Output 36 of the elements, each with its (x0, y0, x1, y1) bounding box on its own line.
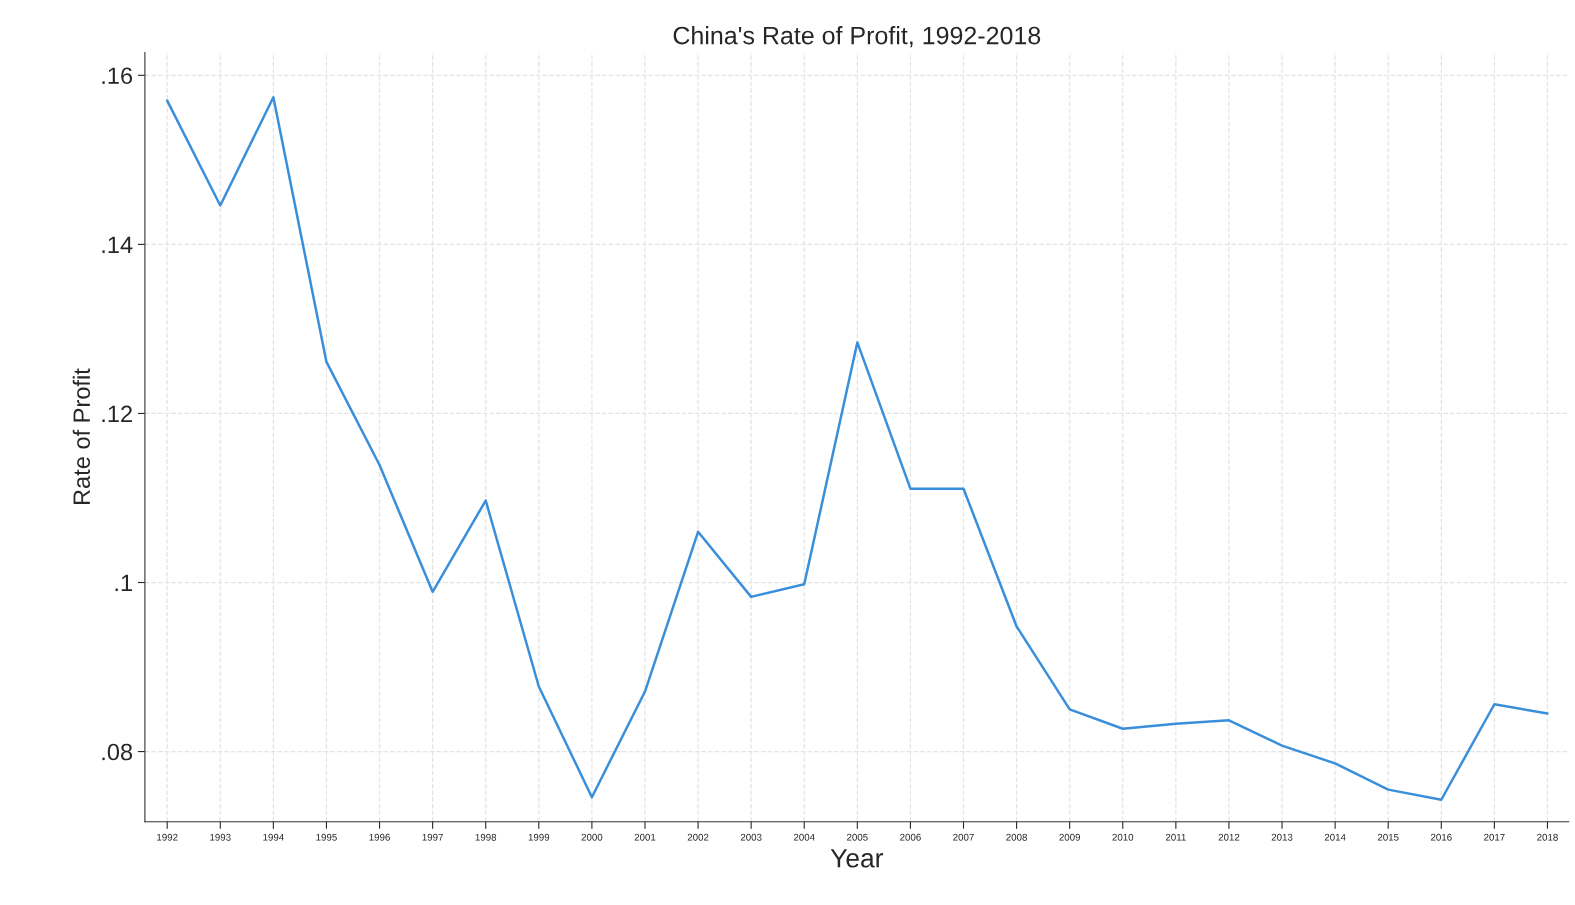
x-tick-label: 2000 (581, 833, 603, 841)
x-tick-label: 1999 (528, 833, 550, 841)
x-tick-label: 2008 (1006, 833, 1027, 841)
x-tick-label: 2011 (1165, 833, 1186, 841)
x-tick-label: 1996 (369, 833, 390, 841)
line-series (165, 96, 1549, 802)
x-tick-label: 1995 (316, 833, 337, 841)
x-tick-label: 1994 (263, 833, 284, 841)
x-tick-label: 2006 (900, 833, 921, 841)
x-tick-label: 2017 (1484, 833, 1505, 841)
y-tick-label: .08 (102, 743, 133, 761)
x-axis-title: Year (830, 849, 884, 868)
x-tick-label: 2012 (1218, 833, 1240, 841)
x-tick-label: 2014 (1324, 833, 1346, 841)
x-tick-label: 2005 (847, 833, 868, 841)
x-tick-label: 2004 (793, 833, 815, 841)
x-tick-label: 2016 (1430, 833, 1452, 841)
x-tick-label: 2010 (1112, 833, 1134, 841)
x-tick-label: 2007 (953, 833, 974, 841)
x-tick-label: 2013 (1271, 833, 1293, 841)
x-tick-label: 2015 (1377, 833, 1399, 841)
y-tick-label: .16 (102, 67, 133, 85)
y-tick-label: .14 (102, 236, 133, 253)
y-axis-title: Rate of Profit (72, 368, 91, 505)
x-tick-label: 2003 (740, 833, 762, 841)
y-tick-label: .12 (102, 405, 132, 422)
x-tick-label: 1997 (422, 833, 443, 841)
y-tick-label: .1 (115, 574, 132, 592)
x-tick-label: 2002 (687, 833, 709, 841)
x-tick-label: 2018 (1537, 833, 1558, 841)
x-tick-label: 1992 (157, 833, 178, 841)
x-tick-label: 1993 (210, 833, 231, 841)
x-tick-label: 2001 (634, 833, 656, 841)
x-tick-label: 2009 (1059, 833, 1081, 841)
x-tick-label: 1998 (475, 833, 497, 841)
chart-title: China's Rate of Profit, 1992-2018 (673, 26, 1041, 48)
